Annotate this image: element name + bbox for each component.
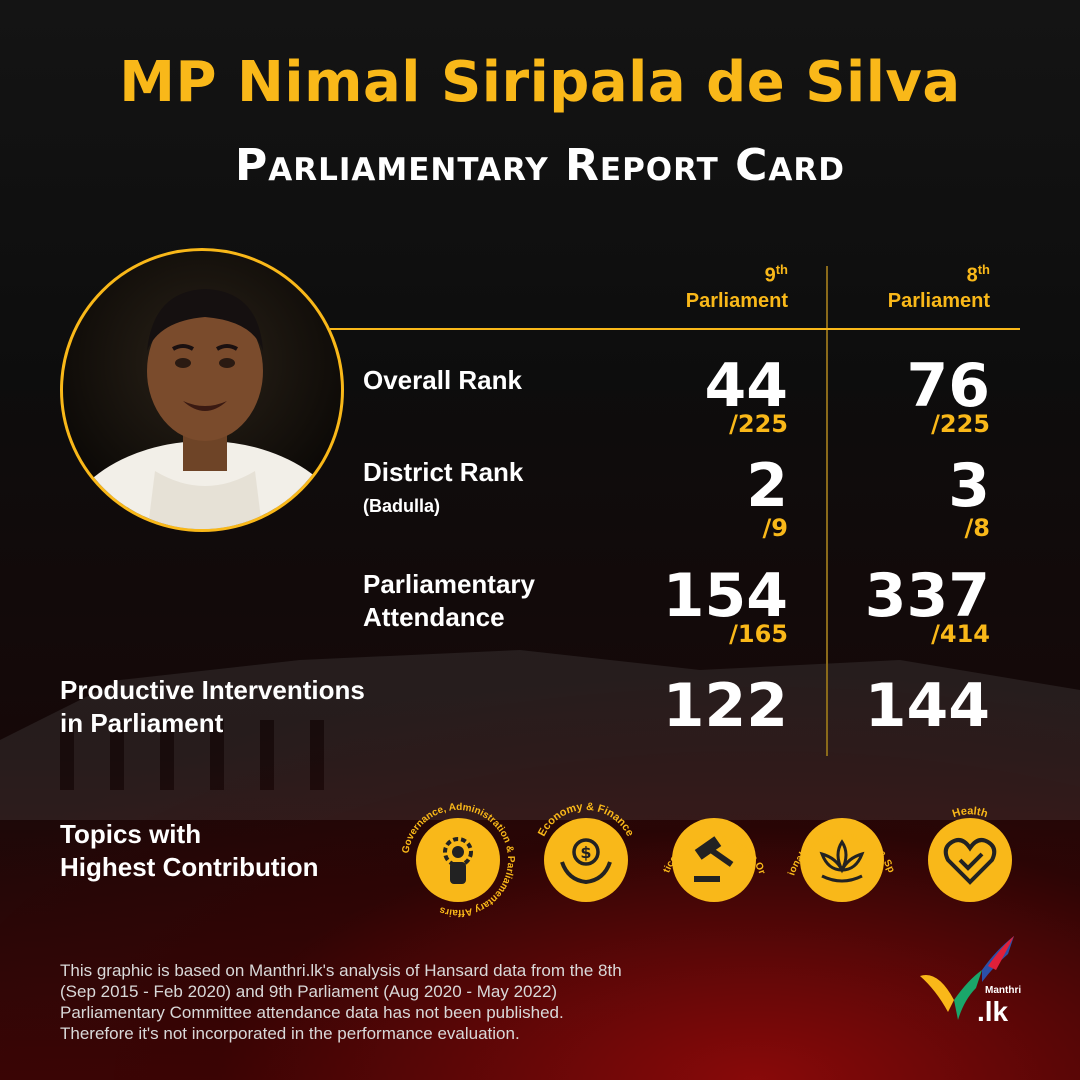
topic-health-badge — [928, 818, 1012, 902]
interventions-label: Productive Interventions in Parliament — [60, 674, 365, 739]
overall-rank-9th-value: 44 — [704, 351, 789, 421]
footnote-line3: Parliamentary Committee attendance data … — [60, 1003, 564, 1022]
interventions-label-line1: Productive Interventions — [60, 675, 365, 705]
attendance-label-line1: Parliamentary — [363, 569, 535, 599]
district-rank-9th-value: 2 — [746, 451, 788, 521]
interventions-label-line2: in Parliament — [60, 707, 224, 738]
gavel-icon — [694, 836, 734, 882]
topic-justice-badge — [672, 818, 756, 902]
footnote-line4: Therefore it's not incorporated in the p… — [60, 1024, 520, 1043]
topic-economy-badge — [544, 818, 628, 902]
column-8-label: Parliament — [887, 289, 990, 312]
topic-governance-badge — [416, 818, 500, 902]
district-rank-9th-total: /9 — [762, 514, 788, 542]
heart-check-icon — [943, 838, 997, 885]
column-8-suffix: th — [977, 262, 990, 277]
column-9-suffix: th — [775, 262, 788, 277]
attendance-label-line2: Attendance — [363, 601, 505, 632]
column-header-9th-parliament: 9th Parliament — [588, 262, 788, 314]
topic-economy: Economy & Finance $ — [526, 800, 646, 920]
topic-justice: Justice, Defense & Public Order — [651, 792, 774, 920]
money-hands-icon: $ — [560, 838, 612, 885]
district-rank-8th-total: /8 — [964, 514, 990, 542]
topics-label: Topics with Highest Contribution — [60, 818, 319, 883]
logo-wordmark: Manthri — [985, 985, 1022, 996]
column-header-8th-parliament: 8th Parliament — [790, 262, 990, 314]
district-rank-title: District Rank — [363, 457, 524, 487]
svg-text:Health: Health — [951, 805, 990, 820]
lotus-icon — [819, 839, 865, 883]
district-name: (Badulla) — [363, 495, 441, 516]
topic-justice-ring: Justice, Defense & Public Order — [651, 792, 767, 876]
topic-health-ring: Health — [951, 805, 990, 820]
footnote-line2: (Sep 2015 - Feb 2020) and 9th Parliament… — [60, 982, 558, 1001]
column-9-label: Parliament — [685, 289, 788, 312]
report-card-subtitle: Parliamentary Report Card — [235, 140, 845, 191]
overall-rank-label: Overall Rank — [363, 365, 522, 395]
topic-health-name: Health — [951, 805, 990, 820]
interventions-8th-value: 144 — [864, 671, 990, 741]
topics-label-line1: Topics with — [60, 819, 202, 849]
attendance-9th-total: /165 — [729, 620, 788, 648]
parliament-building-silhouette — [0, 650, 1080, 820]
logo-domain: .lk — [977, 996, 1009, 1027]
svg-text:$: $ — [580, 843, 591, 862]
attendance-label: Parliamentary Attendance — [363, 568, 535, 633]
topic-heritage-badge — [800, 818, 884, 902]
mp-name-title: MP Nimal Siripala de Silva — [119, 50, 961, 115]
district-rank-label: District Rank (Badulla) — [363, 456, 523, 517]
column-divider — [826, 266, 828, 756]
attendance-9th-value: 154 — [662, 561, 788, 631]
portrait-illustration — [63, 289, 341, 529]
overall-rank-9th-total: /225 — [729, 410, 788, 438]
column-8-number: 8 — [966, 264, 978, 287]
district-rank-8th-value: 3 — [948, 451, 990, 521]
topic-governance: Governance, Administration & Parliamenta… — [398, 800, 518, 920]
person-gear-icon — [443, 837, 473, 884]
mp-portrait — [60, 248, 344, 532]
interventions-9th-value: 122 — [662, 671, 788, 741]
attendance-8th-value: 337 — [864, 561, 990, 631]
topic-health: Health — [910, 800, 1030, 920]
overall-rank-8th-total: /225 — [931, 410, 990, 438]
header-divider — [330, 328, 1020, 330]
topics-label-line2: Highest Contribution — [60, 851, 319, 882]
overall-rank-8th-value: 76 — [906, 351, 991, 421]
attendance-8th-total: /414 — [931, 620, 990, 648]
column-9-number: 9 — [764, 264, 776, 287]
topic-governance-ring: Governance, Administration & Parliamenta… — [400, 802, 516, 918]
footnote: This graphic is based on Manthri.lk's an… — [60, 960, 760, 1044]
topic-economy-ring: Economy & Finance — [536, 801, 636, 839]
footnote-line1: This graphic is based on Manthri.lk's an… — [60, 961, 622, 980]
topic-heritage: National Heritage, Media & Sports — [778, 792, 902, 920]
manthri-logo-icon — [920, 936, 1014, 1020]
